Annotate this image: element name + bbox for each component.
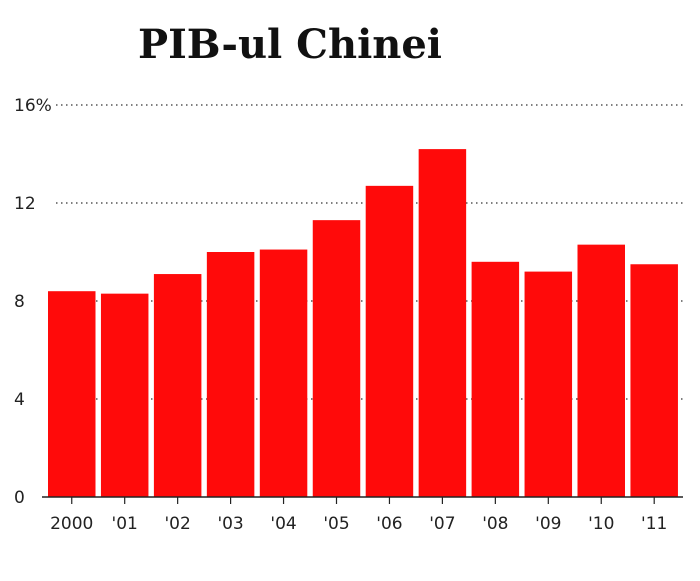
x-tick-label: '11 (641, 514, 667, 534)
y-tick-label: 12 (14, 194, 36, 214)
y-tick-label: 0 (14, 488, 25, 508)
bar (471, 261, 520, 497)
x-axis-tick-labels: 2000 '01 '02 '03 '04 '05 '06 '07 '08 '09 '10 '11 (50, 514, 667, 534)
x-tick-label: 2000 (50, 514, 93, 534)
x-tick-label: '06 (376, 514, 402, 534)
x-tick-label: '07 (429, 514, 455, 534)
y-axis-tick-labels: 0 4 8 12 16% (14, 96, 52, 508)
x-tick-label: '02 (164, 514, 190, 534)
bar (153, 274, 202, 497)
x-tick-label: '04 (270, 514, 296, 534)
bars (48, 149, 678, 497)
y-tick-label: 8 (14, 292, 25, 312)
bar (206, 252, 255, 497)
x-tick-label: '10 (588, 514, 614, 534)
bar (630, 264, 678, 497)
x-tick-label: '03 (217, 514, 243, 534)
bar (365, 185, 414, 497)
x-tick-label: '05 (323, 514, 349, 534)
bar (48, 291, 96, 497)
x-tick-label: '08 (482, 514, 508, 534)
bar (312, 220, 361, 497)
bar (418, 149, 467, 497)
bar (259, 249, 308, 497)
x-tick-label: '09 (535, 514, 561, 534)
x-tick-label: '01 (112, 514, 138, 534)
y-tick-label: 4 (14, 390, 25, 410)
x-axis-ticks (71, 497, 655, 504)
chart-title: PIB-ul Chinei (138, 21, 442, 68)
bar (577, 244, 625, 497)
bar (524, 271, 573, 497)
bar (100, 293, 149, 497)
y-tick-label: 16% (14, 96, 52, 116)
